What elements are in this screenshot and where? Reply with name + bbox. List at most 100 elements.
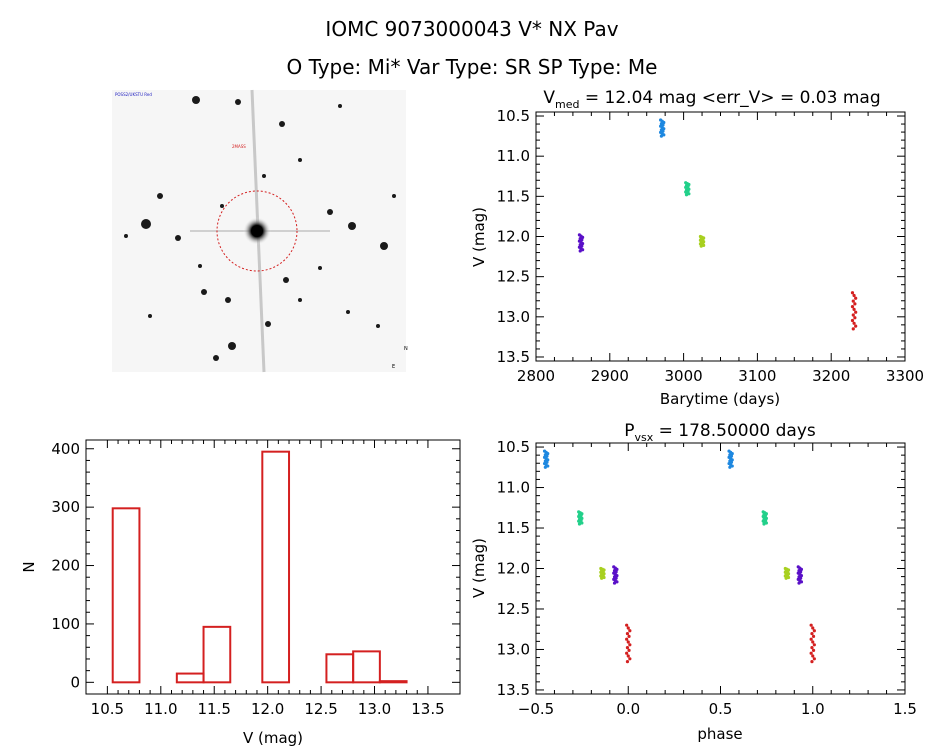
data-point	[811, 626, 815, 630]
data-point	[852, 307, 856, 312]
data-point	[699, 244, 703, 248]
data-point	[853, 316, 857, 320]
finder-star-20	[213, 355, 219, 361]
data-point	[580, 238, 584, 242]
finder-stars	[124, 96, 396, 361]
histogram-ylabel: N	[20, 561, 38, 572]
histogram-xlabel: V (mag)	[243, 729, 303, 747]
data-point	[546, 464, 550, 468]
data-point	[729, 460, 734, 464]
ytick-label: 12.5	[497, 268, 530, 286]
xtick-label: 3100	[738, 367, 776, 385]
data-point	[627, 634, 631, 638]
data-point	[850, 305, 855, 309]
histogram-bar	[261, 450, 291, 684]
data-point	[546, 451, 550, 456]
finder-star-14	[201, 289, 207, 295]
page-title-object: IOMC 9073000043 V* NX Pav	[325, 17, 619, 41]
histogram-bar	[175, 672, 205, 684]
data-point	[626, 640, 630, 644]
data-point	[730, 451, 734, 456]
finder-star-13	[283, 277, 289, 283]
phase-plot-ticks	[535, 443, 906, 694]
finder-image: POSS2/UKSTU Red 2MASS N E	[112, 89, 408, 373]
ytick-label: 11.0	[497, 147, 530, 165]
data-point	[580, 521, 584, 525]
data-point	[730, 458, 734, 462]
light-curve-title: Vmed = 12.04 mag <err_V> = 0.03 mag	[543, 88, 880, 111]
ytick-label: 12.5	[497, 600, 530, 618]
data-point	[625, 631, 630, 636]
data-point	[811, 634, 816, 638]
phase-plot-points	[542, 449, 816, 664]
phase-plot-frame	[535, 442, 906, 695]
data-point	[852, 293, 856, 298]
data-point	[799, 574, 804, 578]
xtick-label: 2800	[517, 367, 555, 385]
data-point	[811, 654, 815, 658]
data-point	[626, 626, 630, 630]
finder-star-15	[225, 297, 231, 303]
finder-star-3	[338, 104, 342, 108]
data-point	[625, 637, 629, 641]
light-curve-frame	[535, 111, 906, 362]
data-point	[851, 327, 855, 331]
xtick-label: 1.5	[893, 700, 917, 718]
data-point	[545, 460, 549, 464]
finder-label-east: E	[392, 364, 395, 370]
light-curve-plot: Vmed = 12.04 mag <err_V> = 0.03 mag 2800…	[470, 88, 924, 408]
phase-plot-tick-labels: −0.5 0.0 0.5 1.0 1.5 10.5 11.0 11.5 12.0 12.5 13.0…	[497, 438, 917, 718]
ytick-label: 100	[51, 615, 80, 633]
ytick-label: 400	[51, 440, 80, 458]
data-point	[809, 623, 813, 627]
data-point	[578, 249, 582, 253]
phase-plot: Pvsx = 178.50000 days −0.5 0.0 0.5 1.0 1.5 10…	[470, 421, 917, 743]
finder-label-target: 2MASS	[232, 144, 246, 149]
data-point	[853, 302, 857, 306]
data-point	[602, 575, 606, 580]
data-point	[812, 643, 816, 647]
data-point	[577, 522, 582, 526]
data-point	[810, 631, 814, 636]
data-point	[662, 127, 666, 131]
data-point	[580, 244, 584, 248]
light-curve-points	[577, 118, 858, 331]
target-circle	[216, 190, 298, 272]
phase-plot-xlabel: phase	[697, 725, 742, 743]
data-point	[809, 651, 813, 655]
data-point	[615, 567, 619, 571]
finder-label-survey: POSS2/UKSTU Red	[115, 92, 152, 97]
data-point	[812, 629, 816, 633]
light-curve-ticks	[535, 112, 906, 361]
data-point	[810, 645, 814, 650]
data-point	[628, 629, 632, 633]
finder-label-north: N	[404, 346, 408, 352]
finder-star-24	[262, 174, 266, 178]
finder-star-9	[348, 222, 356, 230]
finder-star-19	[228, 342, 236, 350]
finder-star-5	[141, 219, 151, 229]
data-point	[811, 648, 816, 653]
data-point	[810, 660, 814, 664]
data-point	[728, 465, 732, 469]
data-point	[661, 129, 665, 133]
finder-star-7	[220, 204, 224, 208]
data-point	[626, 654, 630, 658]
data-point	[581, 241, 585, 246]
light-curve-tick-labels: 2800 2900 3000 3100 3200 3300 10.5 11.0 11.5 12.0…	[497, 107, 925, 385]
data-point	[543, 465, 547, 469]
data-point	[730, 464, 734, 468]
histogram-bar	[325, 653, 355, 684]
data-point	[684, 193, 689, 197]
xtick-label: 1.0	[801, 700, 825, 718]
data-point	[809, 637, 813, 641]
data-point	[811, 640, 815, 644]
ytick-label: 300	[51, 498, 80, 516]
data-point	[625, 645, 630, 650]
data-point	[854, 324, 858, 328]
data-point	[546, 458, 550, 462]
finder-star-25	[298, 158, 302, 162]
data-point	[614, 576, 618, 580]
finder-star-10	[380, 242, 388, 250]
data-point	[799, 567, 804, 571]
